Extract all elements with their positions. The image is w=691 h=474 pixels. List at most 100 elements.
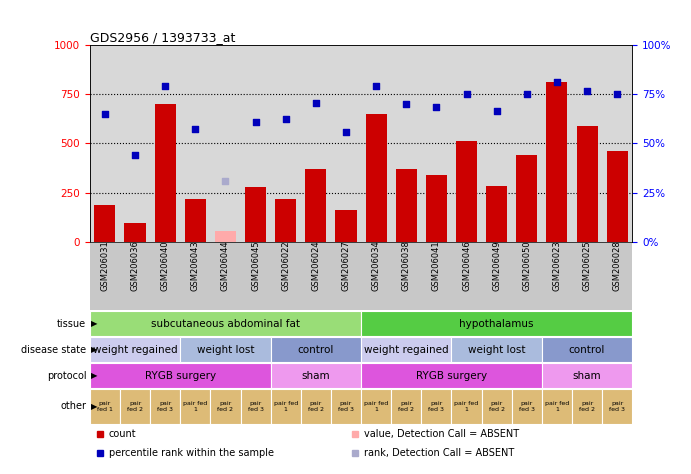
Text: pair fed
1: pair fed 1 [545, 401, 569, 412]
FancyBboxPatch shape [391, 390, 422, 424]
Text: pair
fed 3: pair fed 3 [157, 401, 173, 412]
FancyBboxPatch shape [180, 337, 271, 362]
Bar [215, 231, 236, 242]
Text: weight regained: weight regained [93, 345, 178, 355]
Text: sham: sham [573, 371, 601, 381]
Bar [245, 187, 266, 242]
Point [129, 151, 140, 159]
Bar [155, 104, 176, 242]
Point [370, 82, 381, 90]
Text: GDS2956 / 1393733_at: GDS2956 / 1393733_at [90, 31, 235, 44]
Text: pair
fed 2: pair fed 2 [218, 401, 234, 412]
FancyBboxPatch shape [120, 390, 150, 424]
FancyBboxPatch shape [240, 390, 271, 424]
Text: other: other [60, 401, 86, 411]
Text: sham: sham [301, 371, 330, 381]
FancyBboxPatch shape [301, 390, 331, 424]
Bar [396, 169, 417, 242]
FancyBboxPatch shape [451, 337, 542, 362]
FancyBboxPatch shape [271, 337, 361, 362]
Point [220, 177, 231, 184]
FancyBboxPatch shape [90, 311, 361, 336]
Point [160, 82, 171, 90]
FancyBboxPatch shape [482, 390, 512, 424]
Text: pair
fed 2: pair fed 2 [127, 401, 143, 412]
FancyBboxPatch shape [90, 390, 120, 424]
FancyBboxPatch shape [542, 390, 572, 424]
Point [280, 115, 291, 123]
Text: pair fed
1: pair fed 1 [183, 401, 207, 412]
Text: subcutaneous abdominal fat: subcutaneous abdominal fat [151, 319, 300, 328]
Text: pair
fed 3: pair fed 3 [519, 401, 535, 412]
Bar [305, 169, 326, 242]
Text: pair
fed 3: pair fed 3 [609, 401, 625, 412]
FancyBboxPatch shape [90, 363, 271, 388]
FancyBboxPatch shape [572, 390, 602, 424]
FancyBboxPatch shape [542, 363, 632, 388]
Text: count: count [108, 428, 136, 439]
FancyBboxPatch shape [271, 390, 301, 424]
Text: pair fed
1: pair fed 1 [455, 401, 479, 412]
Point [582, 88, 593, 95]
Text: ▶: ▶ [91, 371, 97, 380]
Point [431, 103, 442, 111]
FancyBboxPatch shape [361, 311, 632, 336]
Bar [547, 82, 567, 242]
Text: ▶: ▶ [91, 319, 97, 328]
FancyBboxPatch shape [361, 363, 542, 388]
FancyBboxPatch shape [361, 390, 391, 424]
Text: RYGB surgery: RYGB surgery [416, 371, 487, 381]
Bar [486, 186, 507, 242]
Point [521, 91, 532, 98]
FancyBboxPatch shape [512, 390, 542, 424]
Text: rank, Detection Call = ABSENT: rank, Detection Call = ABSENT [363, 447, 514, 458]
Bar [184, 200, 206, 242]
Bar [124, 223, 146, 242]
Point [551, 79, 562, 86]
Text: pair
fed 2: pair fed 2 [579, 401, 595, 412]
FancyBboxPatch shape [602, 390, 632, 424]
Point [190, 125, 201, 132]
Text: weight lost: weight lost [197, 345, 254, 355]
Point [100, 110, 111, 118]
Text: pair
fed 3: pair fed 3 [338, 401, 354, 412]
Point [341, 128, 352, 136]
Text: protocol: protocol [47, 371, 86, 381]
Text: pair
fed 1: pair fed 1 [97, 401, 113, 412]
Text: pair
fed 3: pair fed 3 [428, 401, 444, 412]
Bar [366, 114, 387, 242]
Text: hypothalamus: hypothalamus [460, 319, 534, 328]
Text: tissue: tissue [57, 319, 86, 328]
Text: RYGB surgery: RYGB surgery [144, 371, 216, 381]
FancyBboxPatch shape [150, 390, 180, 424]
FancyBboxPatch shape [542, 337, 632, 362]
FancyBboxPatch shape [210, 390, 240, 424]
Text: control: control [569, 345, 605, 355]
Point [461, 91, 472, 98]
Bar [456, 141, 477, 242]
Text: percentile rank within the sample: percentile rank within the sample [108, 447, 274, 458]
Text: weight regained: weight regained [364, 345, 448, 355]
FancyBboxPatch shape [90, 337, 180, 362]
FancyBboxPatch shape [271, 363, 361, 388]
FancyBboxPatch shape [451, 390, 482, 424]
Bar [95, 205, 115, 242]
Text: pair
fed 2: pair fed 2 [398, 401, 414, 412]
Text: pair
fed 2: pair fed 2 [308, 401, 324, 412]
FancyBboxPatch shape [331, 390, 361, 424]
Bar [335, 210, 357, 242]
Text: pair fed
1: pair fed 1 [274, 401, 298, 412]
Text: disease state: disease state [21, 345, 86, 355]
Bar [275, 200, 296, 242]
Text: ▶: ▶ [91, 402, 97, 411]
Bar [516, 155, 538, 242]
Point [491, 107, 502, 115]
FancyBboxPatch shape [361, 337, 451, 362]
Text: value, Detection Call = ABSENT: value, Detection Call = ABSENT [363, 428, 519, 439]
Text: pair fed
1: pair fed 1 [364, 401, 388, 412]
Point [310, 99, 321, 107]
FancyBboxPatch shape [180, 390, 210, 424]
Bar [426, 175, 447, 242]
Text: ▶: ▶ [91, 345, 97, 354]
Point [401, 100, 412, 108]
